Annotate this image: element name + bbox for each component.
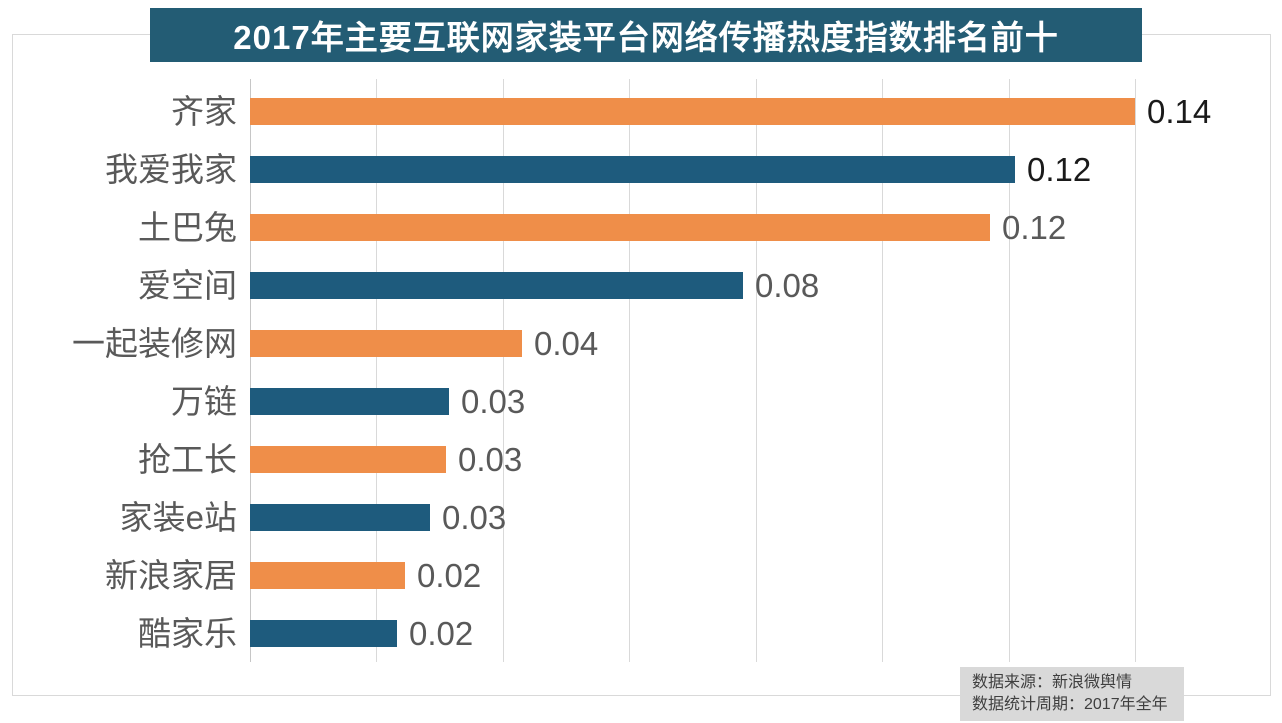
bar — [250, 562, 405, 589]
value-label: 0.08 — [755, 267, 820, 304]
category-label: 土巴兔 — [138, 209, 237, 246]
chart-title: 2017年主要互联网家装平台网络传播热度指数排名前十 — [150, 8, 1142, 62]
bar — [250, 504, 430, 531]
value-label: 0.14 — [1147, 93, 1212, 130]
gridline — [1009, 79, 1010, 662]
value-label: 0.02 — [409, 615, 474, 652]
value-label: 0.12 — [1002, 209, 1067, 246]
source-box: 数据来源：新浪微舆情 数据统计周期：2017年全年 — [960, 667, 1184, 721]
gridline — [1135, 79, 1136, 662]
category-label: 我爱我家 — [105, 151, 237, 188]
y-axis-line — [250, 79, 251, 662]
value-label: 0.04 — [534, 325, 599, 362]
bar — [250, 388, 449, 415]
category-label: 新浪家居 — [105, 557, 237, 594]
source-line: 数据来源：新浪微舆情 — [972, 674, 1133, 691]
source-period-line: 数据统计周期：2017年全年 — [972, 696, 1168, 713]
bar — [250, 330, 522, 357]
gridline — [756, 79, 757, 662]
gridline — [503, 79, 504, 662]
category-label: 爱空间 — [138, 267, 237, 304]
value-label: 0.03 — [461, 383, 526, 420]
bar — [250, 272, 743, 299]
bar — [250, 446, 446, 473]
chart-frame — [12, 34, 1271, 696]
gridline — [376, 79, 377, 662]
category-label: 抢工长 — [138, 441, 237, 478]
category-label: 酷家乐 — [138, 615, 237, 652]
category-label: 齐家 — [171, 93, 237, 130]
category-label: 一起装修网 — [72, 325, 237, 362]
value-label: 0.12 — [1027, 151, 1092, 188]
bar — [250, 214, 990, 241]
gridline — [882, 79, 883, 662]
gridline — [629, 79, 630, 662]
bar — [250, 98, 1135, 125]
value-label: 0.03 — [442, 499, 507, 536]
value-label: 0.02 — [417, 557, 482, 594]
value-label: 0.03 — [458, 441, 523, 478]
bar — [250, 620, 397, 647]
category-label: 家装e站 — [119, 499, 237, 536]
bar — [250, 156, 1015, 183]
category-label: 万链 — [171, 383, 237, 420]
